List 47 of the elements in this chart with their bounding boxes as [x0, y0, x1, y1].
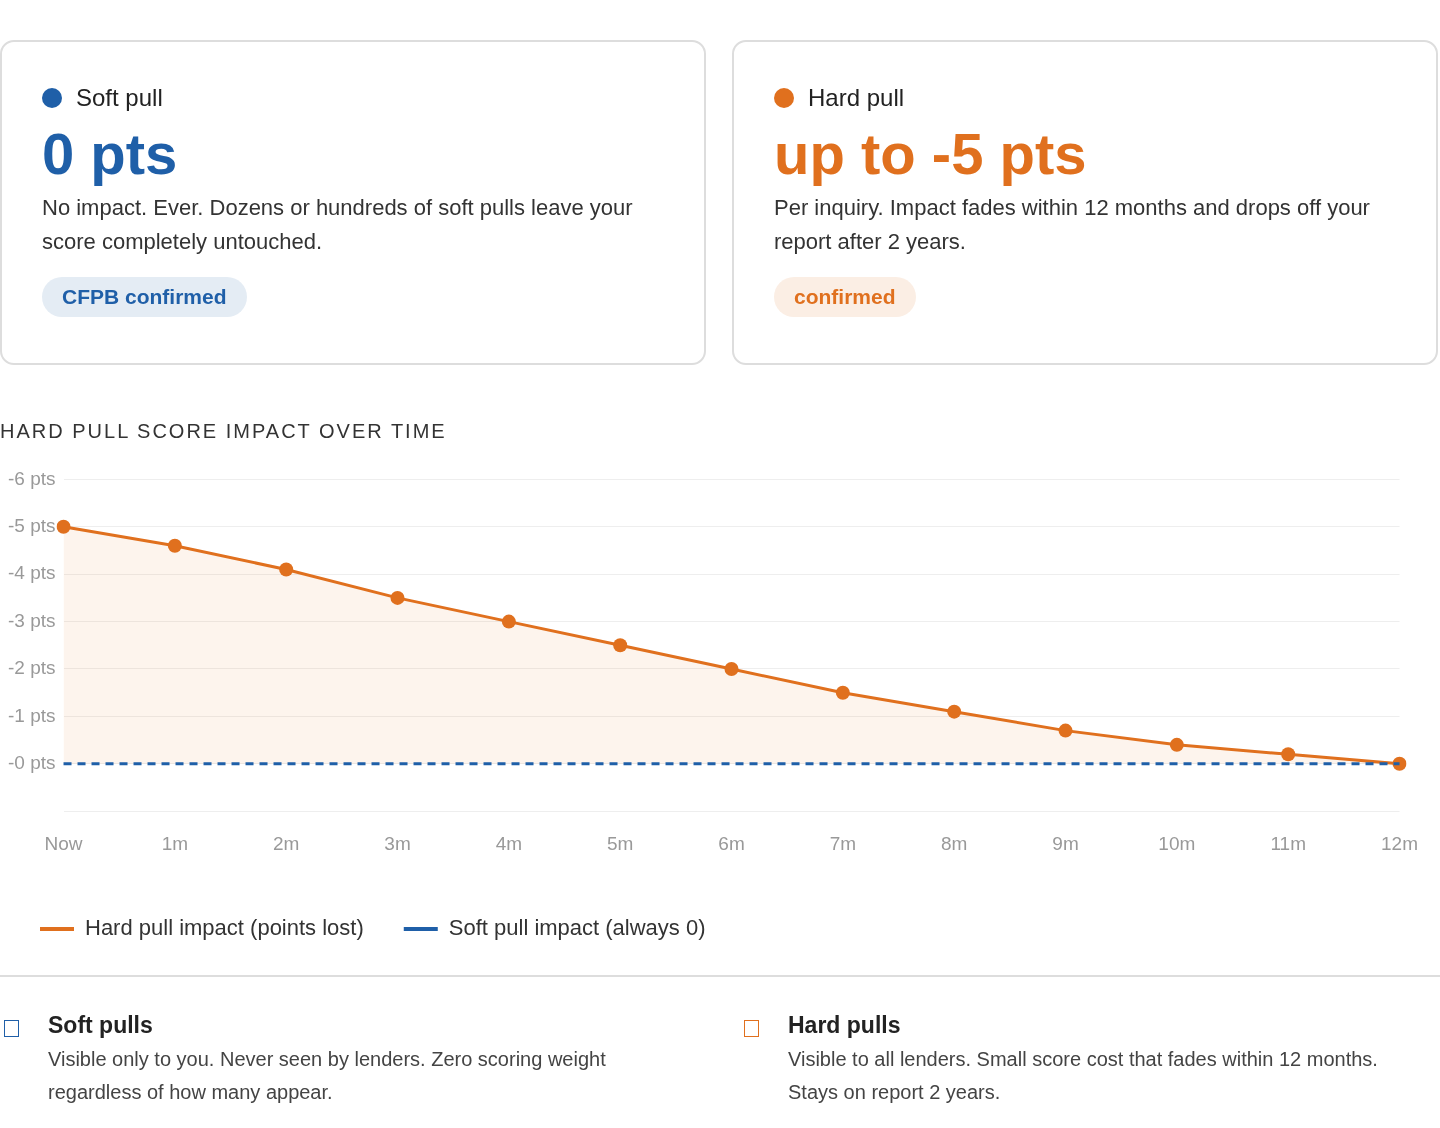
point: [390, 590, 405, 605]
text: confirmed: [774, 277, 916, 317]
point: [1058, 723, 1073, 738]
x-tick-label: 5m: [606, 832, 634, 854]
y-tick-label: -4 pts: [7, 562, 56, 584]
legend-label: Soft pull impact (always 0): [448, 915, 706, 941]
x-tick-label: 3m: [384, 832, 411, 854]
point: [947, 704, 962, 719]
x-tick-label: 6m: [718, 832, 745, 854]
point: [613, 638, 628, 653]
text: Soft pull: [76, 84, 163, 112]
text: Visible to all lenders. Small score cost that fades within 12 months. Stays on report 2 years.: [788, 1047, 1379, 1105]
point: [279, 562, 294, 577]
x-tick-label: 8m: [940, 832, 968, 854]
y-tick-label: -3 pts: [7, 609, 56, 631]
legend-label: Hard pull impact (points lost): [85, 915, 364, 941]
y-tick-label: -6 pts: [7, 467, 56, 489]
x-tick-label: 10m: [1158, 832, 1196, 854]
text: Hard pulls: [788, 1012, 902, 1039]
x-tick-label: Now: [44, 832, 83, 854]
point: [1169, 737, 1184, 752]
chart-title: HARD PULL SCORE IMPACT OVER TIME: [0, 420, 447, 443]
y-tick-label: -5 pts: [7, 515, 56, 537]
text: up to -5 pts: [774, 120, 1088, 187]
x-tick-label: 12m: [1381, 832, 1418, 854]
point: [501, 614, 516, 629]
point: [835, 685, 850, 700]
x-tick-label: 4m: [495, 832, 523, 854]
x-tick-label: 7m: [829, 832, 857, 854]
x-tick-label: 1m: [161, 832, 189, 854]
text: CFPB confirmed: [42, 277, 247, 317]
text: No impact. Ever. Dozens or hundreds of soft pulls leave your score completely untouched.: [42, 194, 634, 256]
text: Soft pulls: [48, 1012, 154, 1039]
y-tick-label: -2 pts: [7, 657, 56, 679]
x-tick-label: 11m: [1270, 832, 1306, 854]
point: [724, 662, 739, 676]
x-tick-label: 9m: [1052, 832, 1079, 854]
y-tick-label: -0 pts: [7, 752, 56, 774]
text: Visible only to you. Never seen by lenders. Zero scoring weight regardless of how many appear.: [48, 1047, 607, 1105]
text: Hard pull: [808, 84, 905, 112]
point: [167, 538, 182, 553]
y-tick-label: -1 pts: [7, 704, 56, 726]
point: [56, 519, 71, 534]
text: 0 pts: [42, 120, 179, 187]
point: [1281, 747, 1296, 762]
x-tick-label: 2m: [272, 832, 300, 854]
text: Per inquiry. Impact fades within 12 months and drops off your report after 2 years.: [774, 194, 1371, 256]
